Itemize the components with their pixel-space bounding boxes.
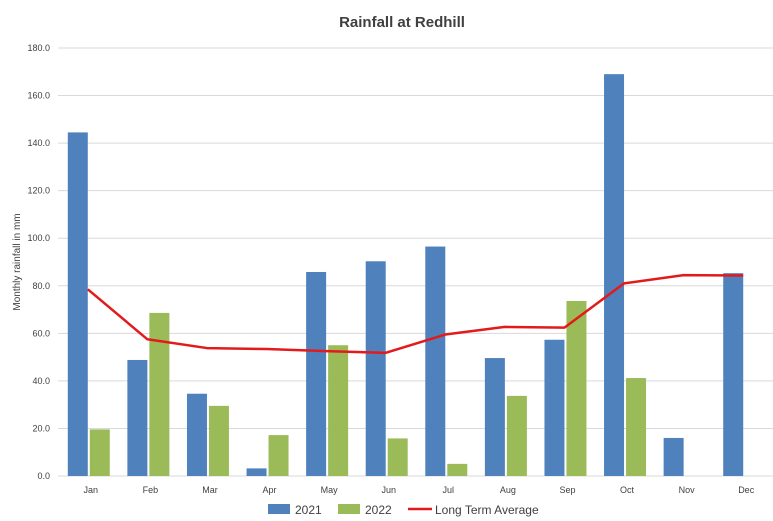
x-tick-label: May: [321, 485, 339, 495]
legend-swatch: [338, 504, 360, 514]
x-tick-label: Nov: [679, 485, 696, 495]
x-tick-label: Mar: [202, 485, 218, 495]
bars: [67, 74, 744, 477]
bar-2021-May: [306, 271, 327, 476]
x-axis-ticks: Jan Feb Mar Apr May Jun Jul Aug Sep Oct Nov Dec: [84, 485, 755, 495]
bar-2022-Oct: [626, 378, 647, 476]
average-line: [86, 273, 744, 355]
y-tick-label: 80.0: [32, 281, 50, 291]
bar-2021-Jan: [67, 132, 88, 476]
line-long-term-average: [86, 273, 744, 355]
bar-2022-Apr: [268, 435, 289, 476]
bar-2022-Feb: [149, 312, 170, 476]
y-tick-label: 40.0: [32, 376, 50, 386]
legend-label: 2021: [295, 503, 322, 517]
bar-2021-Jul: [425, 246, 446, 476]
bar-2022-Jan: [89, 429, 110, 476]
legend-label: 2022: [365, 503, 392, 517]
legend: 2021 2022 Long Term Average: [268, 503, 539, 517]
bar-2021-Mar: [186, 393, 207, 476]
bar-2022-Sep: [566, 300, 587, 476]
gridlines: [58, 47, 773, 477]
y-tick-label: 120.0: [27, 186, 50, 196]
bar-2021-Nov: [663, 437, 684, 476]
legend-swatch: [268, 504, 290, 514]
x-tick-label: Jan: [84, 485, 99, 495]
bar-2022-Aug: [506, 395, 527, 476]
x-tick-label: Feb: [143, 485, 159, 495]
bar-2022-Jun: [387, 438, 408, 476]
bar-2021-Apr: [246, 468, 267, 476]
y-tick-label: 180.0: [27, 43, 50, 53]
bar-2021-Aug: [484, 358, 505, 476]
y-tick-label: 140.0: [27, 138, 50, 148]
x-tick-label: Oct: [620, 485, 635, 495]
legend-label: Long Term Average: [435, 503, 539, 517]
bar-2021-Feb: [127, 359, 148, 476]
y-axis-label: Monthly rainfall in mm: [12, 213, 23, 310]
chart-title: Rainfall at Redhill: [339, 14, 465, 31]
y-tick-label: 60.0: [32, 328, 50, 338]
bar-2022-Jul: [447, 463, 468, 476]
bar-2022-May: [328, 345, 349, 476]
bar-2022-Mar: [208, 405, 229, 476]
y-tick-label: 0.0: [37, 471, 50, 481]
x-tick-label: Jun: [381, 485, 396, 495]
bar-2021-Dec: [723, 273, 744, 476]
y-tick-label: 20.0: [32, 423, 50, 433]
y-axis-ticks: 0.0 20.0 40.0 60.0 80.0 100.0 120.0 140.0 160.0 1…: [27, 43, 50, 481]
y-tick-label: 160.0: [27, 91, 50, 101]
y-tick-label: 100.0: [27, 233, 50, 243]
x-tick-label: Dec: [738, 485, 755, 495]
bar-2021-Oct: [604, 74, 625, 477]
x-tick-label: Jul: [443, 485, 455, 495]
x-tick-label: Apr: [263, 485, 277, 495]
bar-2021-Sep: [544, 339, 565, 476]
x-tick-label: Sep: [559, 485, 575, 495]
x-tick-label: Aug: [500, 485, 516, 495]
bar-2021-Jun: [365, 261, 386, 476]
